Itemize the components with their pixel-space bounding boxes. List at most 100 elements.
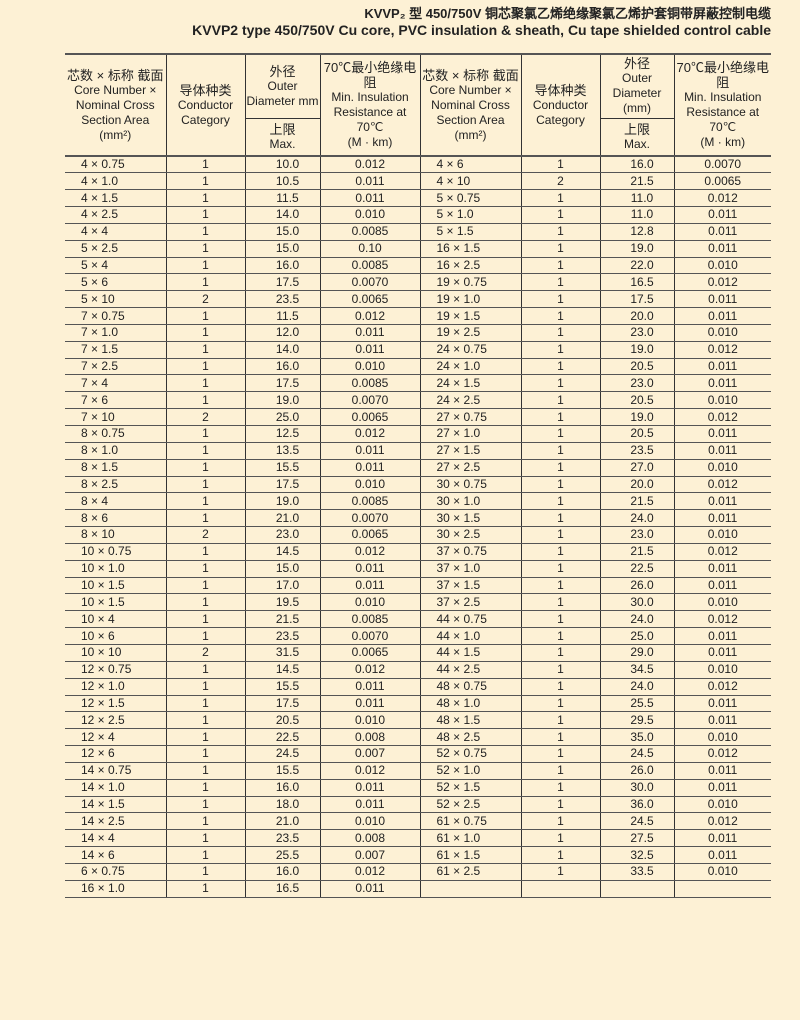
table-cell: 1 bbox=[165, 577, 246, 595]
table-cell: 4 × 1.5 bbox=[65, 189, 167, 208]
table-cell: 1 bbox=[165, 610, 246, 629]
table-cell: 0.011 bbox=[319, 189, 421, 208]
table-cell: 15.0 bbox=[244, 223, 321, 241]
table-cell: 15.5 bbox=[244, 459, 321, 477]
table-cell: 1 bbox=[520, 543, 601, 561]
table-cell: 1 bbox=[520, 492, 601, 511]
table-cell: 10 × 10 bbox=[65, 644, 167, 662]
table-row: 14 × 1.0 1 16.0 0.011 52 × 1.5 1 30.0 0.011 bbox=[65, 779, 771, 797]
table-cell: 0.008 bbox=[319, 829, 421, 848]
table-cell: 0.011 bbox=[673, 206, 771, 224]
table-cell: 1 bbox=[520, 577, 601, 595]
table-cell: 35.0 bbox=[599, 728, 675, 747]
table-cell: 16.5 bbox=[599, 273, 675, 292]
table-cell: 0.010 bbox=[673, 526, 771, 544]
table-cell: 1 bbox=[520, 509, 601, 528]
table-cell: 0.011 bbox=[319, 678, 421, 696]
table-cell: 0.0085 bbox=[319, 257, 421, 275]
table-cell: 1 bbox=[520, 846, 601, 864]
table-cell: 1 bbox=[165, 324, 246, 342]
table-cell: 0.0070 bbox=[319, 627, 421, 645]
table-cell: 0.011 bbox=[673, 374, 771, 393]
table-cell: 0.012 bbox=[319, 425, 421, 443]
table-cell: 0.011 bbox=[673, 492, 771, 511]
table-cell: 0.0065 bbox=[319, 526, 421, 544]
table-cell: 1 bbox=[165, 257, 246, 275]
table-cell: 1 bbox=[165, 172, 246, 191]
table-cell: 24.0 bbox=[599, 678, 675, 696]
table-cell: 12.5 bbox=[244, 425, 321, 443]
table-cell: 2 bbox=[520, 172, 601, 191]
table-cell: 1 bbox=[520, 341, 601, 359]
table-cell: 0.012 bbox=[673, 189, 771, 208]
table-cell: 0.0065 bbox=[319, 644, 421, 662]
table-cell: 44 × 2.5 bbox=[419, 661, 522, 679]
table-cell: 0.011 bbox=[319, 324, 421, 342]
table-cell: 14.0 bbox=[244, 206, 321, 224]
table-cell: 1 bbox=[165, 189, 246, 208]
table-cell: 44 × 0.75 bbox=[419, 610, 522, 629]
table-cell: 8 × 4 bbox=[65, 492, 167, 511]
table-cell: 21.0 bbox=[244, 509, 321, 528]
table-cell: 20.5 bbox=[244, 711, 321, 730]
table-cell: 44 × 1.0 bbox=[419, 627, 522, 645]
table-cell: 16.0 bbox=[244, 358, 321, 376]
table-cell: 1 bbox=[165, 391, 246, 410]
table-cell: 0.012 bbox=[319, 863, 421, 881]
table-cell: 48 × 1.5 bbox=[419, 711, 522, 730]
table-cell: 5 × 6 bbox=[65, 273, 167, 292]
table-cell: 0.012 bbox=[673, 273, 771, 292]
header-max: 上限 Max. bbox=[245, 117, 321, 156]
table-cell: 0.011 bbox=[673, 829, 771, 848]
table-cell: 0.010 bbox=[673, 863, 771, 881]
table-cell: 18.0 bbox=[244, 796, 321, 814]
table-cell: 0.012 bbox=[673, 812, 771, 831]
table-cell: 23.0 bbox=[599, 324, 675, 342]
table-cell: 5 × 10 bbox=[65, 290, 167, 309]
table-cell: 16 × 1.5 bbox=[419, 240, 522, 258]
table-cell: 1 bbox=[520, 307, 601, 325]
table-cell: 5 × 1.5 bbox=[419, 223, 522, 241]
table-cell: 1 bbox=[165, 863, 246, 881]
table-cell: 0.0065 bbox=[319, 290, 421, 309]
table-cell: 19.0 bbox=[599, 408, 675, 426]
table-cell: 5 × 2.5 bbox=[65, 240, 167, 258]
table-cell: 0.011 bbox=[673, 358, 771, 376]
table-cell: 19 × 0.75 bbox=[419, 273, 522, 292]
table-cell: 61 × 0.75 bbox=[419, 812, 522, 831]
table-cell: 1 bbox=[520, 476, 601, 494]
table-cell: 10.5 bbox=[244, 172, 321, 191]
table-row: 12 × 2.5 1 20.5 0.010 48 × 1.5 1 29.5 0.011 bbox=[65, 711, 771, 730]
table-cell: 1 bbox=[520, 711, 601, 730]
table-cell: 0.011 bbox=[673, 627, 771, 645]
table-cell: 5 × 0.75 bbox=[419, 189, 522, 208]
table-cell: 10.0 bbox=[244, 156, 321, 174]
table-cell: 27.0 bbox=[599, 459, 675, 477]
table-cell: 0.011 bbox=[319, 880, 421, 898]
table-cell: 1 bbox=[165, 476, 246, 494]
table-cell: 0.0065 bbox=[673, 172, 771, 191]
table-cell: 4 × 1.0 bbox=[65, 172, 167, 191]
table-cell: 0.012 bbox=[319, 307, 421, 325]
table-cell: 8 × 10 bbox=[65, 526, 167, 544]
table-cell: 0.0070 bbox=[319, 391, 421, 410]
table-cell: 19.0 bbox=[244, 492, 321, 511]
table-cell: 1 bbox=[520, 829, 601, 848]
title-chinese: KVVP₂ 型 450/750V 铜芯聚氯乙烯绝缘聚氯乙烯护套铜带屏蔽控制电缆 bbox=[364, 6, 771, 21]
table-cell: 10 × 0.75 bbox=[65, 543, 167, 561]
table-cell: 1 bbox=[165, 880, 246, 898]
table-cell: 25.5 bbox=[244, 846, 321, 864]
table-row: 14 × 0.75 1 15.5 0.012 52 × 1.0 1 26.0 0.011 bbox=[65, 762, 771, 780]
table-cell: 1 bbox=[165, 779, 246, 797]
table-row: 4 × 1.0 1 10.5 0.011 4 × 10 2 21.5 0.0065 bbox=[65, 172, 771, 191]
table-cell: 12 × 4 bbox=[65, 728, 167, 747]
table-cell: 30 × 2.5 bbox=[419, 526, 522, 544]
table-cell: 52 × 1.0 bbox=[419, 762, 522, 780]
table-cell: 0.0085 bbox=[319, 492, 421, 511]
table-cell: 30 × 1.0 bbox=[419, 492, 522, 511]
table-cell: 1 bbox=[165, 341, 246, 359]
table-cell: 1 bbox=[165, 374, 246, 393]
table-cell: 11.5 bbox=[244, 307, 321, 325]
table-row: 12 × 6 1 24.5 0.007 52 × 0.75 1 24.5 0.012 bbox=[65, 745, 771, 763]
table-cell: 1 bbox=[520, 863, 601, 881]
